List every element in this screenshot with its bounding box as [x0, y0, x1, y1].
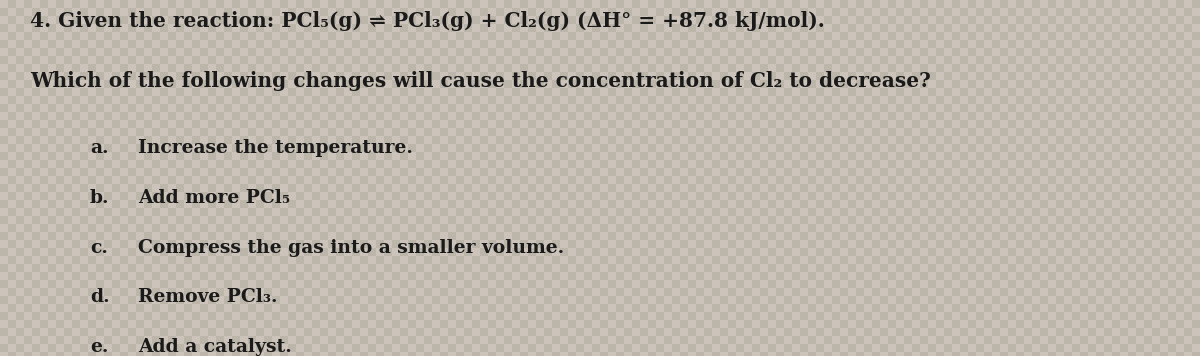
Text: e.: e. — [90, 338, 108, 356]
Text: Compress the gas into a smaller volume.: Compress the gas into a smaller volume. — [138, 239, 564, 257]
Text: Increase the temperature.: Increase the temperature. — [138, 139, 413, 157]
Text: 4. Given the reaction: PCl₅(g) ⇌ PCl₃(g) + Cl₂(g) (ΔH° = +87.8 kJ/mol).: 4. Given the reaction: PCl₅(g) ⇌ PCl₃(g)… — [30, 11, 824, 31]
Text: Add more PCl₅: Add more PCl₅ — [138, 189, 290, 207]
Text: d.: d. — [90, 288, 109, 307]
Text: c.: c. — [90, 239, 108, 257]
Text: b.: b. — [90, 189, 109, 207]
Text: Which of the following changes will cause the concentration of Cl₂ to decrease?: Which of the following changes will caus… — [30, 71, 931, 91]
Text: Add a catalyst.: Add a catalyst. — [138, 338, 292, 356]
Text: a.: a. — [90, 139, 108, 157]
Text: Remove PCl₃.: Remove PCl₃. — [138, 288, 277, 307]
